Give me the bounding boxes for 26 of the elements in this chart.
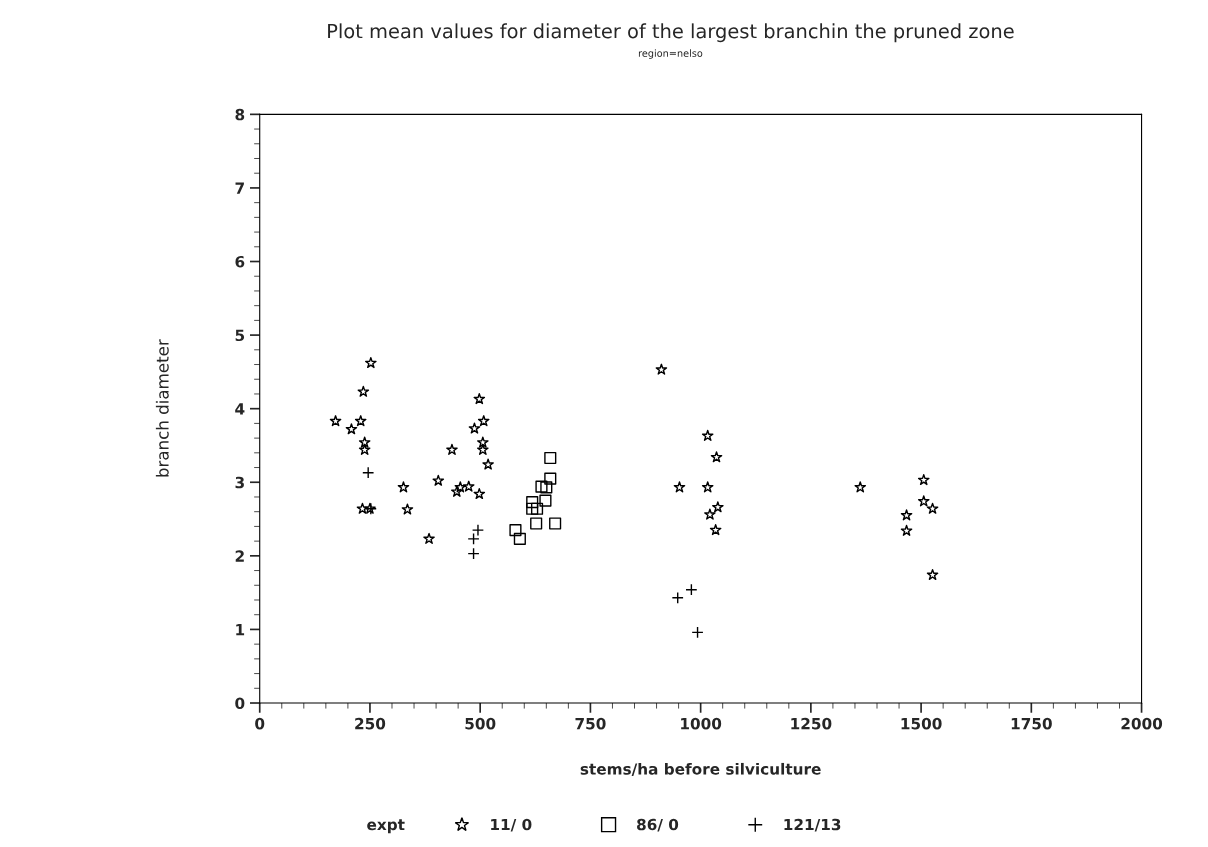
x-tick-label: 1750 xyxy=(1011,717,1052,730)
x-tick-label: 1000 xyxy=(681,717,722,730)
legend-label: 121/13 xyxy=(784,818,841,832)
x-axis-title: stems/ha before silviculture xyxy=(580,762,821,776)
chart-title: Plot mean values for diameter of the largest branchin the pruned zone xyxy=(328,23,1014,43)
y-tick-label: 3 xyxy=(235,476,244,489)
y-axis-title: branch diameter xyxy=(155,339,169,477)
y-tick-label: 6 xyxy=(235,255,245,268)
y-tick-label: 0 xyxy=(235,697,245,710)
x-tick-label: 500 xyxy=(465,717,496,730)
x-tick-label: 0 xyxy=(255,717,265,730)
x-tick-label: 250 xyxy=(355,717,386,730)
y-tick-label: 1 xyxy=(236,624,245,636)
y-tick-label: 7 xyxy=(235,182,244,194)
x-tick-label: 1500 xyxy=(901,717,942,730)
legend-title: expt xyxy=(367,819,405,834)
y-tick-label: 5 xyxy=(235,329,245,342)
legend-label: 11/ 0 xyxy=(491,818,532,832)
y-tick-label: 2 xyxy=(235,550,244,562)
x-tick-label: 2000 xyxy=(1121,717,1163,730)
y-tick-label: 8 xyxy=(235,108,245,121)
x-tick-label: 750 xyxy=(575,717,606,730)
x-tick-label: 1250 xyxy=(791,717,832,730)
legend-label: 86/ 0 xyxy=(637,818,679,832)
y-tick-label: 4 xyxy=(235,403,245,415)
chart-subtitle: region=nelso xyxy=(638,49,703,59)
